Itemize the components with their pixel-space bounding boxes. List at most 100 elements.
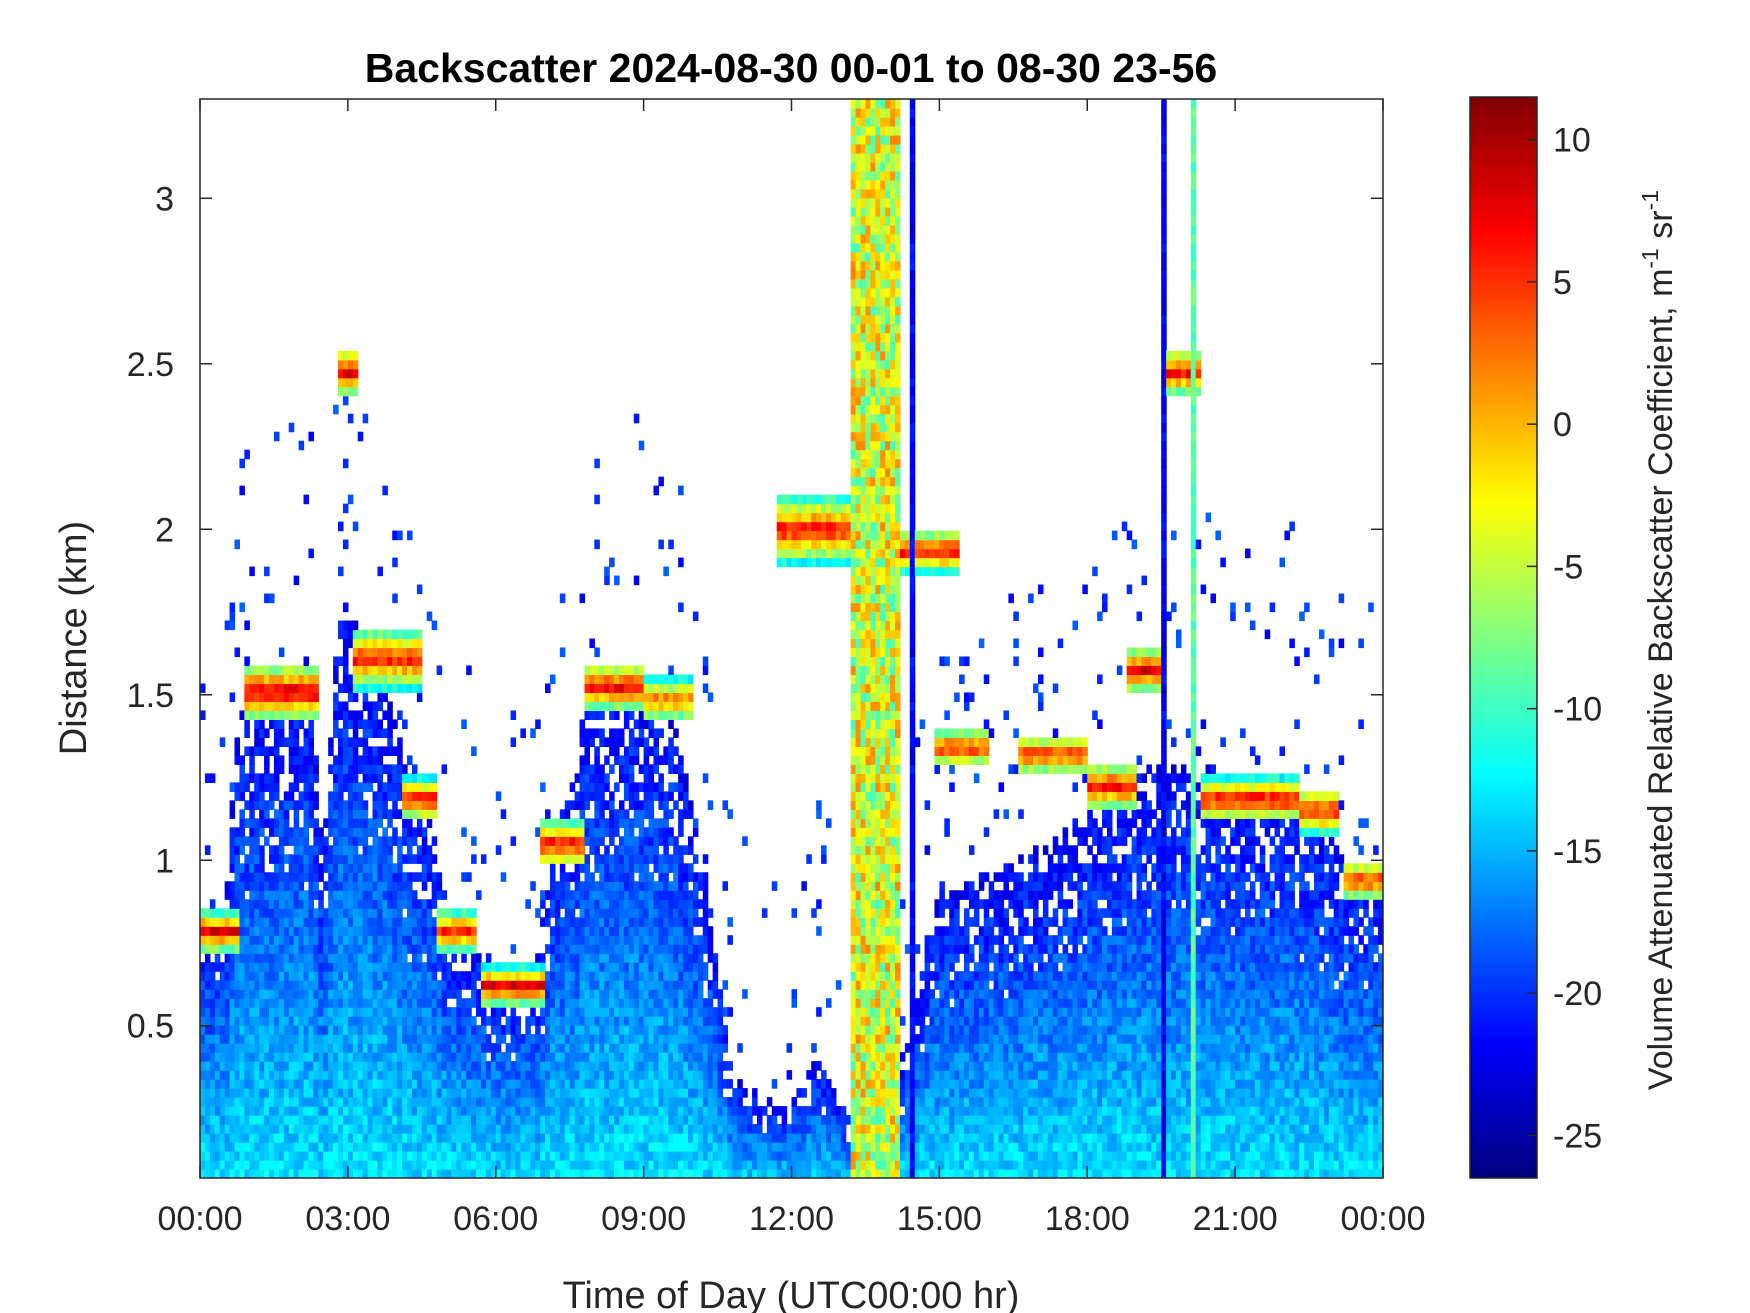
- heatmap-cell: [269, 854, 275, 864]
- heatmap-cell: [673, 1079, 679, 1089]
- heatmap-cell: [589, 1007, 595, 1017]
- heatmap-cell: [283, 1079, 290, 1089]
- heatmap-cell: [244, 1124, 250, 1134]
- heatmap-cell: [559, 935, 566, 945]
- heatmap-cell: [614, 854, 620, 864]
- heatmap-cell: [293, 782, 300, 792]
- heatmap-cell: [333, 818, 339, 828]
- heatmap-cell: [653, 818, 660, 828]
- heatmap-cell: [293, 863, 300, 873]
- heatmap-cell: [564, 1052, 571, 1062]
- heatmap-cell: [323, 1007, 329, 1017]
- heatmap-cell: [308, 1034, 314, 1044]
- heatmap-cell: [357, 638, 364, 649]
- heatmap-cell: [614, 989, 620, 999]
- heatmap-cell: [333, 1124, 339, 1134]
- heatmap-cell: [584, 1151, 591, 1161]
- heatmap-cell: [426, 971, 433, 981]
- heatmap-cell: [811, 1106, 817, 1116]
- heatmap-cell: [254, 962, 260, 972]
- heatmap-cell: [732, 1151, 738, 1161]
- heatmap-cell: [209, 935, 216, 945]
- heatmap-cell: [249, 1016, 255, 1026]
- heatmap-cell: [441, 1043, 448, 1053]
- heatmap-cell: [712, 962, 719, 972]
- heatmap-cell: [357, 1088, 364, 1098]
- heatmap-cell: [540, 1160, 546, 1170]
- heatmap-cell: [362, 953, 369, 963]
- heatmap-cell: [623, 1043, 630, 1053]
- heatmap-cell: [407, 683, 413, 694]
- heatmap-cell: [658, 476, 664, 487]
- heatmap-cell: [249, 1043, 255, 1053]
- heatmap-cell: [791, 1097, 798, 1107]
- heatmap-cell: [421, 1088, 428, 1098]
- heatmap-cell: [515, 962, 521, 972]
- heatmap-cell: [308, 719, 314, 730]
- heatmap-cell: [648, 980, 655, 990]
- heatmap-cell: [643, 1061, 650, 1071]
- heatmap-cell: [490, 980, 497, 990]
- heatmap-cell: [604, 926, 610, 936]
- heatmap-cell: [352, 899, 359, 909]
- heatmap-cell: [411, 926, 418, 936]
- heatmap-cell: [387, 1043, 393, 1053]
- heatmap-cell: [204, 1061, 211, 1071]
- heatmap-cell: [648, 809, 655, 819]
- heatmap-cell: [658, 854, 664, 864]
- heatmap-cell: [209, 944, 216, 954]
- heatmap-cell: [614, 1097, 620, 1107]
- heatmap-cell: [392, 746, 398, 756]
- heatmap-cell: [372, 800, 379, 810]
- heatmap-cell: [490, 1151, 497, 1161]
- heatmap-cell: [826, 503, 832, 514]
- heatmap-cell: [278, 764, 285, 774]
- heatmap-cell: [678, 989, 684, 999]
- heatmap-cell: [239, 764, 245, 774]
- heatmap-cell: [219, 1133, 226, 1143]
- heatmap-cell: [480, 1025, 487, 1035]
- heatmap-cell: [456, 980, 462, 990]
- heatmap-cell: [648, 944, 655, 954]
- heatmap-cell: [347, 377, 354, 388]
- heatmap-cell: [224, 1124, 231, 1134]
- heatmap-cell: [678, 890, 684, 900]
- heatmap-cell: [397, 530, 403, 541]
- heatmap-cell: [471, 1025, 477, 1035]
- heatmap-cell: [416, 638, 423, 649]
- heatmap-cell: [687, 872, 694, 882]
- heatmap-cell: [821, 854, 827, 864]
- heatmap-cell: [471, 1106, 477, 1116]
- heatmap-cell: [273, 890, 280, 900]
- heatmap-cell: [554, 1025, 561, 1035]
- heatmap-cell: [673, 845, 679, 855]
- heatmap-cell: [683, 863, 689, 873]
- heatmap-cell: [441, 998, 448, 1008]
- heatmap-cell: [308, 737, 314, 747]
- heatmap-cell: [638, 1016, 645, 1026]
- heatmap-cell: [288, 800, 295, 810]
- heatmap-cell: [471, 971, 477, 981]
- heatmap-cell: [397, 872, 403, 882]
- heatmap-cell: [623, 1097, 630, 1107]
- heatmap-cell: [451, 1034, 457, 1044]
- heatmap-cell: [525, 1160, 531, 1170]
- heatmap-cell: [574, 791, 581, 801]
- heatmap-cell: [200, 1160, 206, 1170]
- heatmap-cell: [727, 1169, 733, 1178]
- heatmap-cell: [397, 710, 403, 721]
- heatmap-cell: [500, 1079, 507, 1089]
- heatmap-cell: [278, 836, 285, 846]
- heatmap-cell: [816, 926, 822, 936]
- heatmap-cell: [357, 935, 364, 945]
- heatmap-cell: [505, 962, 512, 972]
- heatmap-cell: [214, 1124, 221, 1134]
- heatmap-cell: [254, 1034, 260, 1044]
- heatmap-cell: [283, 800, 290, 810]
- heatmap-cell: [658, 980, 664, 990]
- heatmap-cell: [219, 926, 226, 936]
- heatmap-cell: [407, 647, 413, 658]
- heatmap-cell: [589, 710, 595, 721]
- heatmap-cell: [589, 1115, 595, 1125]
- heatmap-cell: [549, 1097, 556, 1107]
